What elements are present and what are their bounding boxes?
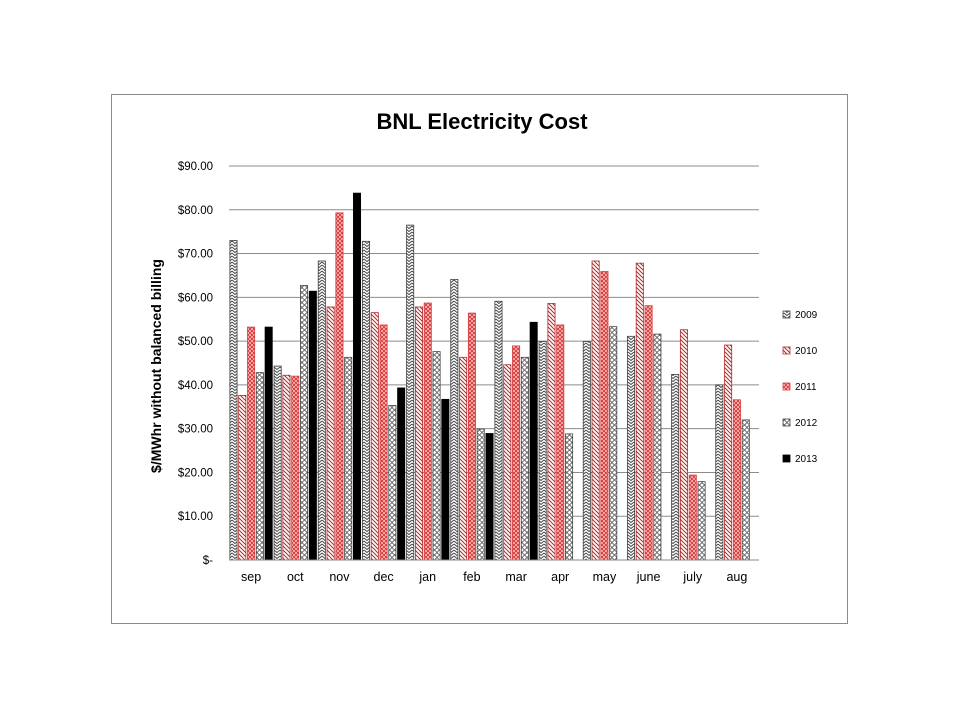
bar-2011-july	[688, 474, 697, 561]
bar-2013-dec	[397, 387, 406, 561]
bar-2013-jan	[441, 398, 450, 561]
x-category-label: dec	[374, 570, 394, 584]
chart-frame: BNL Electricity Cost $- $10.00 $20.00 $30.0…	[111, 94, 848, 624]
legend-swatch-2010	[782, 346, 791, 355]
bars-layer	[229, 192, 750, 561]
bar-2010-dec	[370, 312, 379, 561]
bar-2012-feb	[476, 428, 485, 561]
bar-2010-june	[635, 262, 644, 561]
bar-2011-nov	[335, 212, 344, 561]
x-category-label: apr	[551, 570, 569, 584]
bar-2009-oct	[273, 365, 282, 561]
bar-2012-oct	[300, 285, 309, 561]
bar-2011-oct	[291, 375, 300, 561]
chart-title: BNL Electricity Cost	[376, 109, 588, 134]
bar-2009-june	[626, 335, 635, 561]
x-category-label: may	[593, 570, 617, 584]
bar-2013-sep	[264, 326, 273, 561]
bar-2009-sep	[229, 240, 238, 561]
legend-label: 2012	[795, 418, 818, 429]
grid-layer	[229, 165, 759, 517]
bar-2009-aug	[715, 384, 724, 561]
y-tick-label: $10.00	[178, 511, 213, 523]
bar-2012-nov	[344, 356, 353, 561]
y-tick-label: $80.00	[178, 205, 213, 217]
y-tick-label: $40.00	[178, 380, 213, 392]
bar-2009-may	[582, 341, 591, 561]
x-category-label: jan	[418, 570, 436, 584]
bar-2012-june	[653, 333, 662, 561]
x-category-label: aug	[726, 570, 747, 584]
legend-label: 2010	[795, 346, 818, 357]
bar-2011-may	[600, 271, 609, 561]
x-axis-categories: sep oct nov dec jan feb mar apr may june july aug	[241, 570, 747, 584]
legend-label: 2013	[795, 454, 818, 465]
bar-2012-july	[697, 481, 706, 561]
bar-2011-jan	[423, 302, 432, 561]
bar-2013-mar	[529, 321, 538, 561]
bar-2009-july	[671, 373, 680, 561]
legend-label: 2011	[795, 382, 817, 393]
bar-2013-oct	[308, 290, 317, 561]
bar-2009-dec	[361, 240, 370, 561]
bar-2012-may	[609, 326, 618, 561]
bar-2013-feb	[485, 433, 494, 561]
y-tick-label: $30.00	[178, 424, 213, 436]
x-category-label: july	[682, 570, 703, 584]
bar-2009-jan	[406, 224, 415, 561]
bar-2012-mar	[520, 356, 529, 561]
bar-2012-jan	[432, 351, 441, 561]
y-axis-label: $/MWhr without balanced billing	[148, 259, 164, 473]
bar-2011-sep	[247, 326, 256, 561]
bar-2011-aug	[732, 399, 741, 561]
x-category-label: mar	[505, 570, 527, 584]
legend-swatch-2011	[782, 382, 791, 391]
bar-2009-feb	[450, 278, 459, 561]
y-tick-label: $50.00	[178, 336, 213, 348]
bar-2011-june	[644, 305, 653, 561]
y-tick-label: $20.00	[178, 467, 213, 479]
legend-swatch-2009	[782, 310, 791, 319]
x-category-label: oct	[287, 570, 304, 584]
bar-2010-oct	[282, 374, 291, 561]
bar-2012-apr	[565, 433, 574, 561]
bar-2010-mar	[503, 364, 512, 561]
legend-swatch-2013	[782, 454, 791, 463]
bar-2011-mar	[512, 345, 521, 561]
y-tick-label: $-	[203, 555, 213, 567]
bar-2010-nov	[326, 306, 335, 561]
bar-2010-apr	[547, 303, 556, 561]
bar-chart: BNL Electricity Cost $- $10.00 $20.00 $30.0…	[148, 109, 818, 584]
bar-2011-feb	[467, 312, 476, 561]
legend: 2009 2010 2011 2012 2013	[782, 310, 818, 465]
bar-2009-mar	[494, 300, 503, 561]
bar-2010-sep	[238, 394, 247, 561]
legend-label: 2009	[795, 310, 818, 321]
y-tick-label: $70.00	[178, 249, 213, 261]
bar-2013-nov	[353, 192, 362, 561]
bar-2010-july	[679, 329, 688, 561]
bar-2011-dec	[379, 324, 388, 561]
bar-2010-may	[591, 260, 600, 561]
x-category-label: nov	[329, 570, 350, 584]
bar-2012-aug	[741, 419, 750, 561]
x-category-label: june	[636, 570, 661, 584]
bar-2010-feb	[459, 356, 468, 561]
y-tick-label: $90.00	[178, 161, 213, 173]
y-axis-ticks: $- $10.00 $20.00 $30.00 $40.00 $50.00 $60.00 $7…	[178, 161, 213, 567]
bar-2010-jan	[414, 306, 423, 561]
legend-swatch-2012	[782, 418, 791, 427]
bar-2011-apr	[556, 324, 565, 561]
x-category-label: sep	[241, 570, 261, 584]
x-category-label: feb	[463, 570, 480, 584]
bar-2009-apr	[538, 341, 547, 561]
bar-2010-aug	[724, 344, 733, 561]
bar-2009-nov	[317, 260, 326, 561]
bar-2012-dec	[388, 405, 397, 561]
y-tick-label: $60.00	[178, 292, 213, 304]
bar-2012-sep	[255, 372, 264, 561]
